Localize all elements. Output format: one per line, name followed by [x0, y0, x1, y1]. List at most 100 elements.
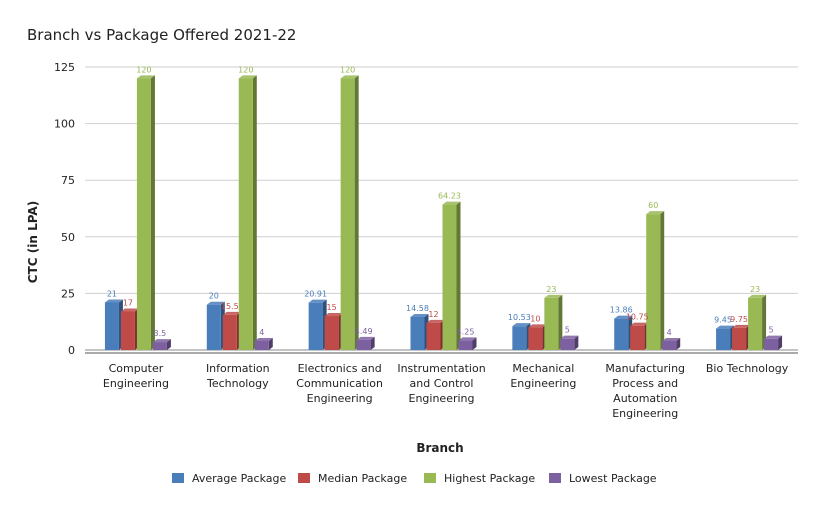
x-category-label: Engineering [510, 377, 576, 390]
bar-top [136, 75, 155, 79]
bar-top [732, 324, 751, 328]
bar-side [558, 294, 563, 350]
bar-top [238, 75, 257, 79]
x-category-label: Communication [296, 377, 383, 390]
bar-average-package [308, 299, 327, 350]
data-label: 4 [667, 328, 672, 337]
bar-front [136, 78, 151, 350]
chart-title: Branch vs Package Offered 2021-22 [27, 26, 296, 44]
bar-front [120, 311, 135, 350]
bar-top [356, 336, 375, 340]
bar-lowest-package [458, 337, 477, 350]
data-label: 14.58 [406, 304, 429, 313]
y-tick-label: 0 [68, 344, 75, 357]
legend-swatch [298, 473, 310, 483]
bar-highest-package [238, 75, 257, 350]
data-label: 60 [648, 201, 658, 210]
bar-top [458, 337, 477, 341]
x-category-label: Process and [612, 377, 678, 390]
data-label: 17 [123, 299, 133, 308]
bar-median-package [120, 308, 139, 350]
data-label: 4 [259, 328, 264, 337]
x-category-label: Instrumentation [397, 362, 485, 375]
bar-top [254, 337, 273, 341]
bar-side [472, 337, 477, 350]
x-category-label: Electronics and [298, 362, 382, 375]
data-label: 15.5 [221, 302, 239, 311]
bar-top [104, 299, 123, 303]
data-label: 10.53 [508, 313, 531, 322]
bar-top [748, 294, 767, 298]
bar-top [442, 201, 461, 205]
bar-highest-package [748, 294, 767, 350]
bar-front [764, 338, 779, 350]
bar-top [410, 313, 429, 317]
bar-side [660, 211, 665, 350]
bar-front [442, 204, 457, 350]
bar-front [238, 78, 253, 350]
gridlines [85, 66, 798, 354]
bar-average-package [410, 313, 429, 350]
x-category-label: Bio Technology [706, 362, 789, 375]
bar-lowest-package [356, 336, 375, 350]
bar-side [252, 75, 257, 350]
bar-lowest-package [152, 339, 171, 350]
bar-front [254, 340, 269, 350]
bar-top [764, 335, 783, 339]
data-label: 3.5 [154, 329, 167, 338]
bar-front [512, 326, 527, 350]
bar-side [456, 201, 461, 350]
bar-top [528, 324, 547, 328]
bar-top [662, 337, 681, 341]
x-category-label: Mechanical [512, 362, 574, 375]
bar-top [308, 299, 327, 303]
bar-median-package [630, 322, 649, 350]
bar-front [324, 316, 339, 350]
bar-top [544, 294, 563, 298]
bar-top [222, 311, 241, 315]
data-label: 5 [769, 326, 774, 335]
bar-front [544, 297, 559, 350]
data-label: 21 [107, 289, 117, 298]
data-label: 4.49 [355, 327, 373, 336]
bar-top [646, 211, 665, 215]
data-label: 10 [530, 314, 540, 323]
legend-swatch [549, 473, 561, 483]
data-label: 23 [750, 285, 760, 294]
bar-front [646, 214, 661, 350]
bar-front [356, 339, 371, 350]
x-category-label: Technology [206, 377, 269, 390]
legend: Average Package Median Package Highest Pac… [172, 472, 657, 485]
x-axis-title: Branch [416, 441, 463, 455]
data-label: 23 [546, 285, 556, 294]
x-category-label: Engineering [103, 377, 169, 390]
data-label: 120 [136, 65, 151, 74]
data-label: 5 [565, 326, 570, 335]
bar-lowest-package [560, 335, 579, 350]
data-label: 13.86 [610, 306, 633, 315]
x-category-label: Engineering [612, 407, 678, 420]
x-category-label: Engineering [409, 392, 475, 405]
y-tick-label: 100 [54, 118, 75, 131]
legend-label: Highest Package [444, 472, 535, 485]
bar-side [166, 339, 171, 350]
bar-front [222, 314, 237, 350]
bar-average-package [512, 323, 531, 350]
data-label: 120 [238, 65, 253, 74]
bar-front [152, 342, 167, 350]
bar-front [308, 302, 323, 350]
bar-front [716, 328, 731, 350]
x-category-label: Manufacturing [605, 362, 685, 375]
bar-average-package [716, 325, 735, 350]
data-label: 15 [327, 303, 337, 312]
bar-top [120, 308, 139, 312]
bar-median-package [426, 319, 445, 350]
bar-side [150, 75, 155, 350]
bar-side [354, 75, 359, 350]
bar-side [574, 335, 579, 350]
bar-side [778, 335, 783, 350]
x-category-label: Information [206, 362, 270, 375]
data-label: 10.75 [626, 313, 649, 322]
bar-top [512, 323, 531, 327]
